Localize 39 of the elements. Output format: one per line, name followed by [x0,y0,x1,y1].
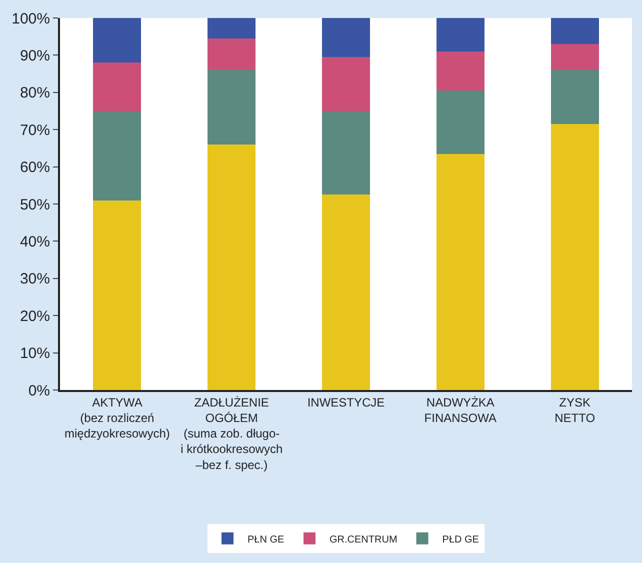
y-tick-label: 70% [20,122,50,139]
y-tick-label: 20% [20,308,50,325]
bar [322,18,370,58]
x-tick-label: NADWYŻKA FINANSOWA [424,395,497,425]
legend-label: PŁN GE [248,534,285,546]
legend-label: GR.CENTRUM [330,534,398,546]
x-tick-label: ZYSK NETTO [554,395,596,425]
bar [322,57,370,111]
bar [93,18,142,63]
x-tick-label: INWESTYCJE [307,395,385,410]
legend-label: PŁD GE [442,534,480,546]
y-tick-label: 90% [20,47,50,64]
bar [550,70,599,124]
x-tick-label: ZADŁUŻENIE OGÓŁEM (suma zob. długo- i krótkookresowych –bez f. spec.) [180,395,283,472]
y-tick-label: 0% [28,382,50,400]
bar [322,111,370,195]
bar [550,44,599,70]
y-tick-label: 30% [20,270,50,288]
bar [322,194,370,390]
bar [208,70,256,144]
bar [208,38,256,70]
bar [93,200,142,390]
x-tick-label: AKTYWA (bez rozliczeń międzyokresowych) [64,395,170,441]
bar [208,18,256,38]
y-tick-label: 40% [20,233,50,250]
y-tick-label: 80% [20,84,50,102]
y-tick-label: 60% [20,159,50,176]
y-tick-label: 50% [20,196,50,214]
bar [550,124,599,390]
bar [436,18,484,52]
y-tick-label: 100% [12,10,50,28]
bar [436,154,484,390]
bar [436,51,484,91]
bar [93,62,142,111]
bar [93,111,142,200]
y-tick-label: 10% [20,345,50,362]
bar [550,18,599,44]
bar [436,90,484,154]
bar [208,144,256,390]
